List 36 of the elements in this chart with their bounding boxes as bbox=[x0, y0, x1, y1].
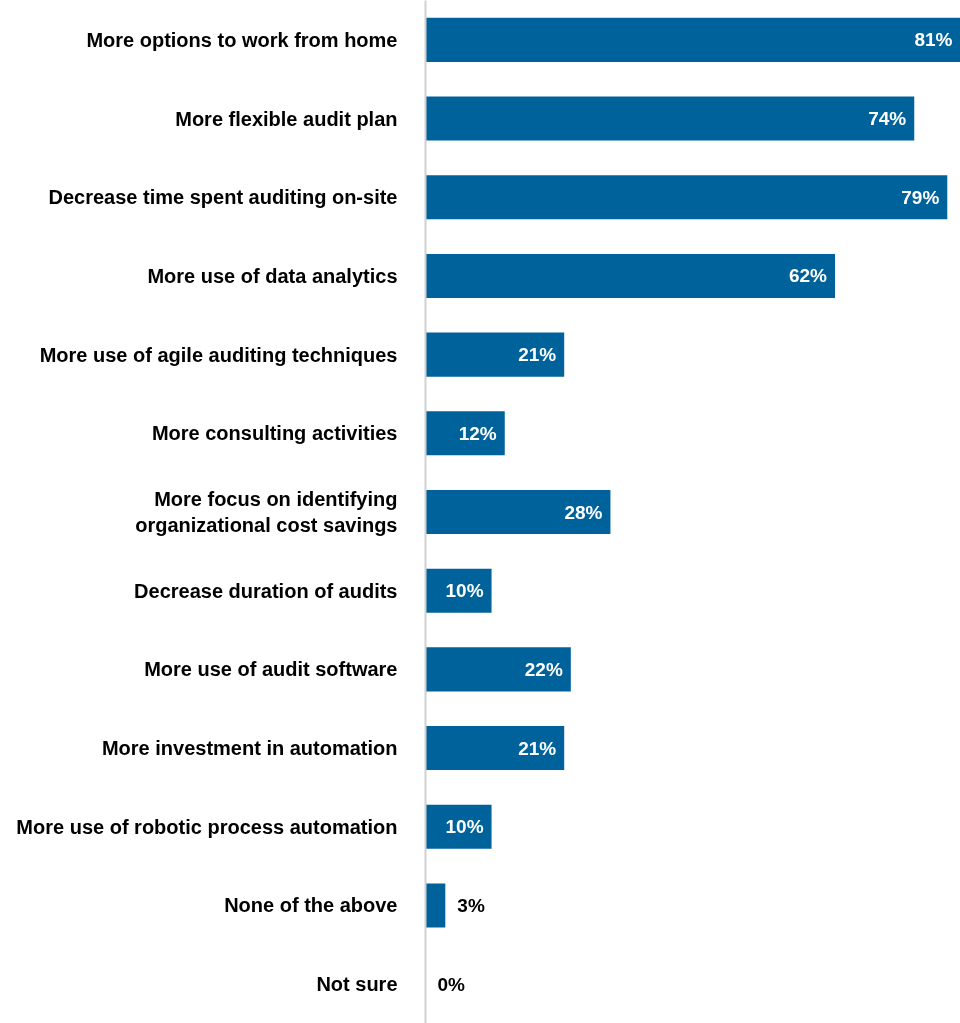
data-label: 21% bbox=[518, 344, 557, 366]
y-tick-label: More focus on identifying organizational cost savings bbox=[135, 487, 398, 537]
data-label: 3% bbox=[457, 894, 485, 916]
data-label: 21% bbox=[518, 737, 557, 759]
y-tick-label: More use of robotic process automation bbox=[16, 815, 398, 838]
y-tick-label: More flexible audit plan bbox=[175, 107, 398, 130]
data-label: 28% bbox=[564, 501, 603, 523]
y-tick-label: Decrease duration of audits bbox=[134, 579, 398, 602]
bar bbox=[425, 17, 960, 62]
bar bbox=[425, 332, 565, 377]
bar bbox=[425, 883, 446, 928]
y-tick-label: Not sure bbox=[316, 973, 398, 996]
y-tick-label: More use of agile auditing techniques bbox=[39, 343, 398, 366]
bar bbox=[425, 647, 571, 692]
data-label: 74% bbox=[868, 108, 907, 130]
data-label: 12% bbox=[458, 422, 497, 444]
y-tick-label: More use of audit software bbox=[144, 658, 398, 681]
bar bbox=[425, 175, 948, 220]
bar bbox=[425, 96, 915, 141]
bar bbox=[425, 253, 836, 298]
y-tick-label: More investment in automation bbox=[101, 737, 398, 760]
data-label: 10% bbox=[445, 580, 484, 602]
data-label: 62% bbox=[788, 265, 828, 287]
data-label: 10% bbox=[445, 816, 484, 838]
y-tick-label: More use of data analytics bbox=[147, 264, 398, 287]
y-tick-label: Decrease time spent auditing on-site bbox=[48, 186, 398, 209]
y-tick-label: More consulting activities bbox=[151, 422, 398, 445]
bar bbox=[425, 726, 565, 771]
data-label: 0% bbox=[437, 973, 466, 995]
bar bbox=[425, 411, 505, 456]
data-label: 22% bbox=[524, 658, 563, 680]
data-label: 79% bbox=[901, 186, 940, 208]
bar bbox=[425, 489, 611, 535]
y-tick-label: None of the above bbox=[224, 894, 398, 917]
data-label: 81% bbox=[914, 29, 953, 51]
y-tick-label: More options to work from home bbox=[86, 28, 398, 51]
